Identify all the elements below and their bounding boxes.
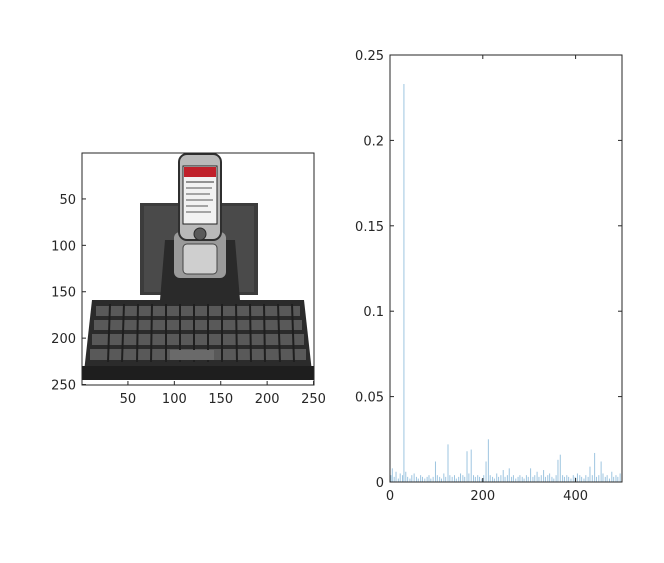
image-x-tick-label: 200 [255, 392, 280, 407]
keyboard-base [82, 366, 314, 380]
phone-nav-button [193, 227, 207, 241]
image-x-ticks: 50 100 150 200 250 [120, 381, 326, 407]
image-x-tick-label: 50 [120, 392, 137, 407]
plot-x-ticks: 0 200 400 [386, 55, 588, 504]
plot-x-tick-label: 400 [563, 489, 588, 504]
histogram-panel: 0 200 400 0 0.05 0.1 0.15 0.2 0.25 [355, 49, 623, 504]
image-x-tick-label: 150 [208, 392, 233, 407]
plot-axes-frame [389, 54, 623, 483]
phone-screen-header [184, 167, 216, 177]
image-y-tick-label: 200 [51, 332, 76, 347]
image-y-tick-label: 150 [51, 286, 76, 301]
plot-y-tick-label: 0.2 [363, 134, 384, 149]
plot-y-tick-label: 0.05 [355, 391, 384, 406]
image-y-ticks: 50 100 150 200 250 [51, 193, 86, 394]
plot-y-tick-label: 0.15 [355, 220, 384, 235]
image-panel: 50 100 150 200 250 50 100 150 200 250 [51, 152, 326, 407]
plot-y-tick-label: 0.1 [363, 305, 384, 320]
key-row [92, 334, 304, 345]
plot-y-tick-label: 0.25 [355, 49, 384, 64]
plot-y-tick-label: 0 [376, 476, 384, 491]
key-row [96, 306, 300, 316]
image-y-tick-label: 100 [51, 239, 76, 254]
key-dividers [107, 303, 295, 363]
plot-x-tick-label: 200 [470, 489, 495, 504]
plot-x-tick-label: 0 [386, 489, 394, 504]
spacebar [170, 350, 214, 360]
image-x-tick-label: 250 [301, 392, 326, 407]
image-y-tick-label: 250 [51, 379, 76, 394]
phone-keypad [182, 243, 218, 275]
plot-area [390, 55, 622, 482]
key-row [94, 320, 302, 330]
plot-y-ticks: 0 0.05 0.1 0.15 0.2 0.25 [355, 49, 622, 491]
image-x-tick-label: 100 [162, 392, 187, 407]
keyboard-phone-image [82, 153, 314, 380]
image-axes-frame [81, 152, 315, 386]
image-y-tick-label: 50 [59, 193, 76, 208]
bar-series [390, 84, 621, 482]
